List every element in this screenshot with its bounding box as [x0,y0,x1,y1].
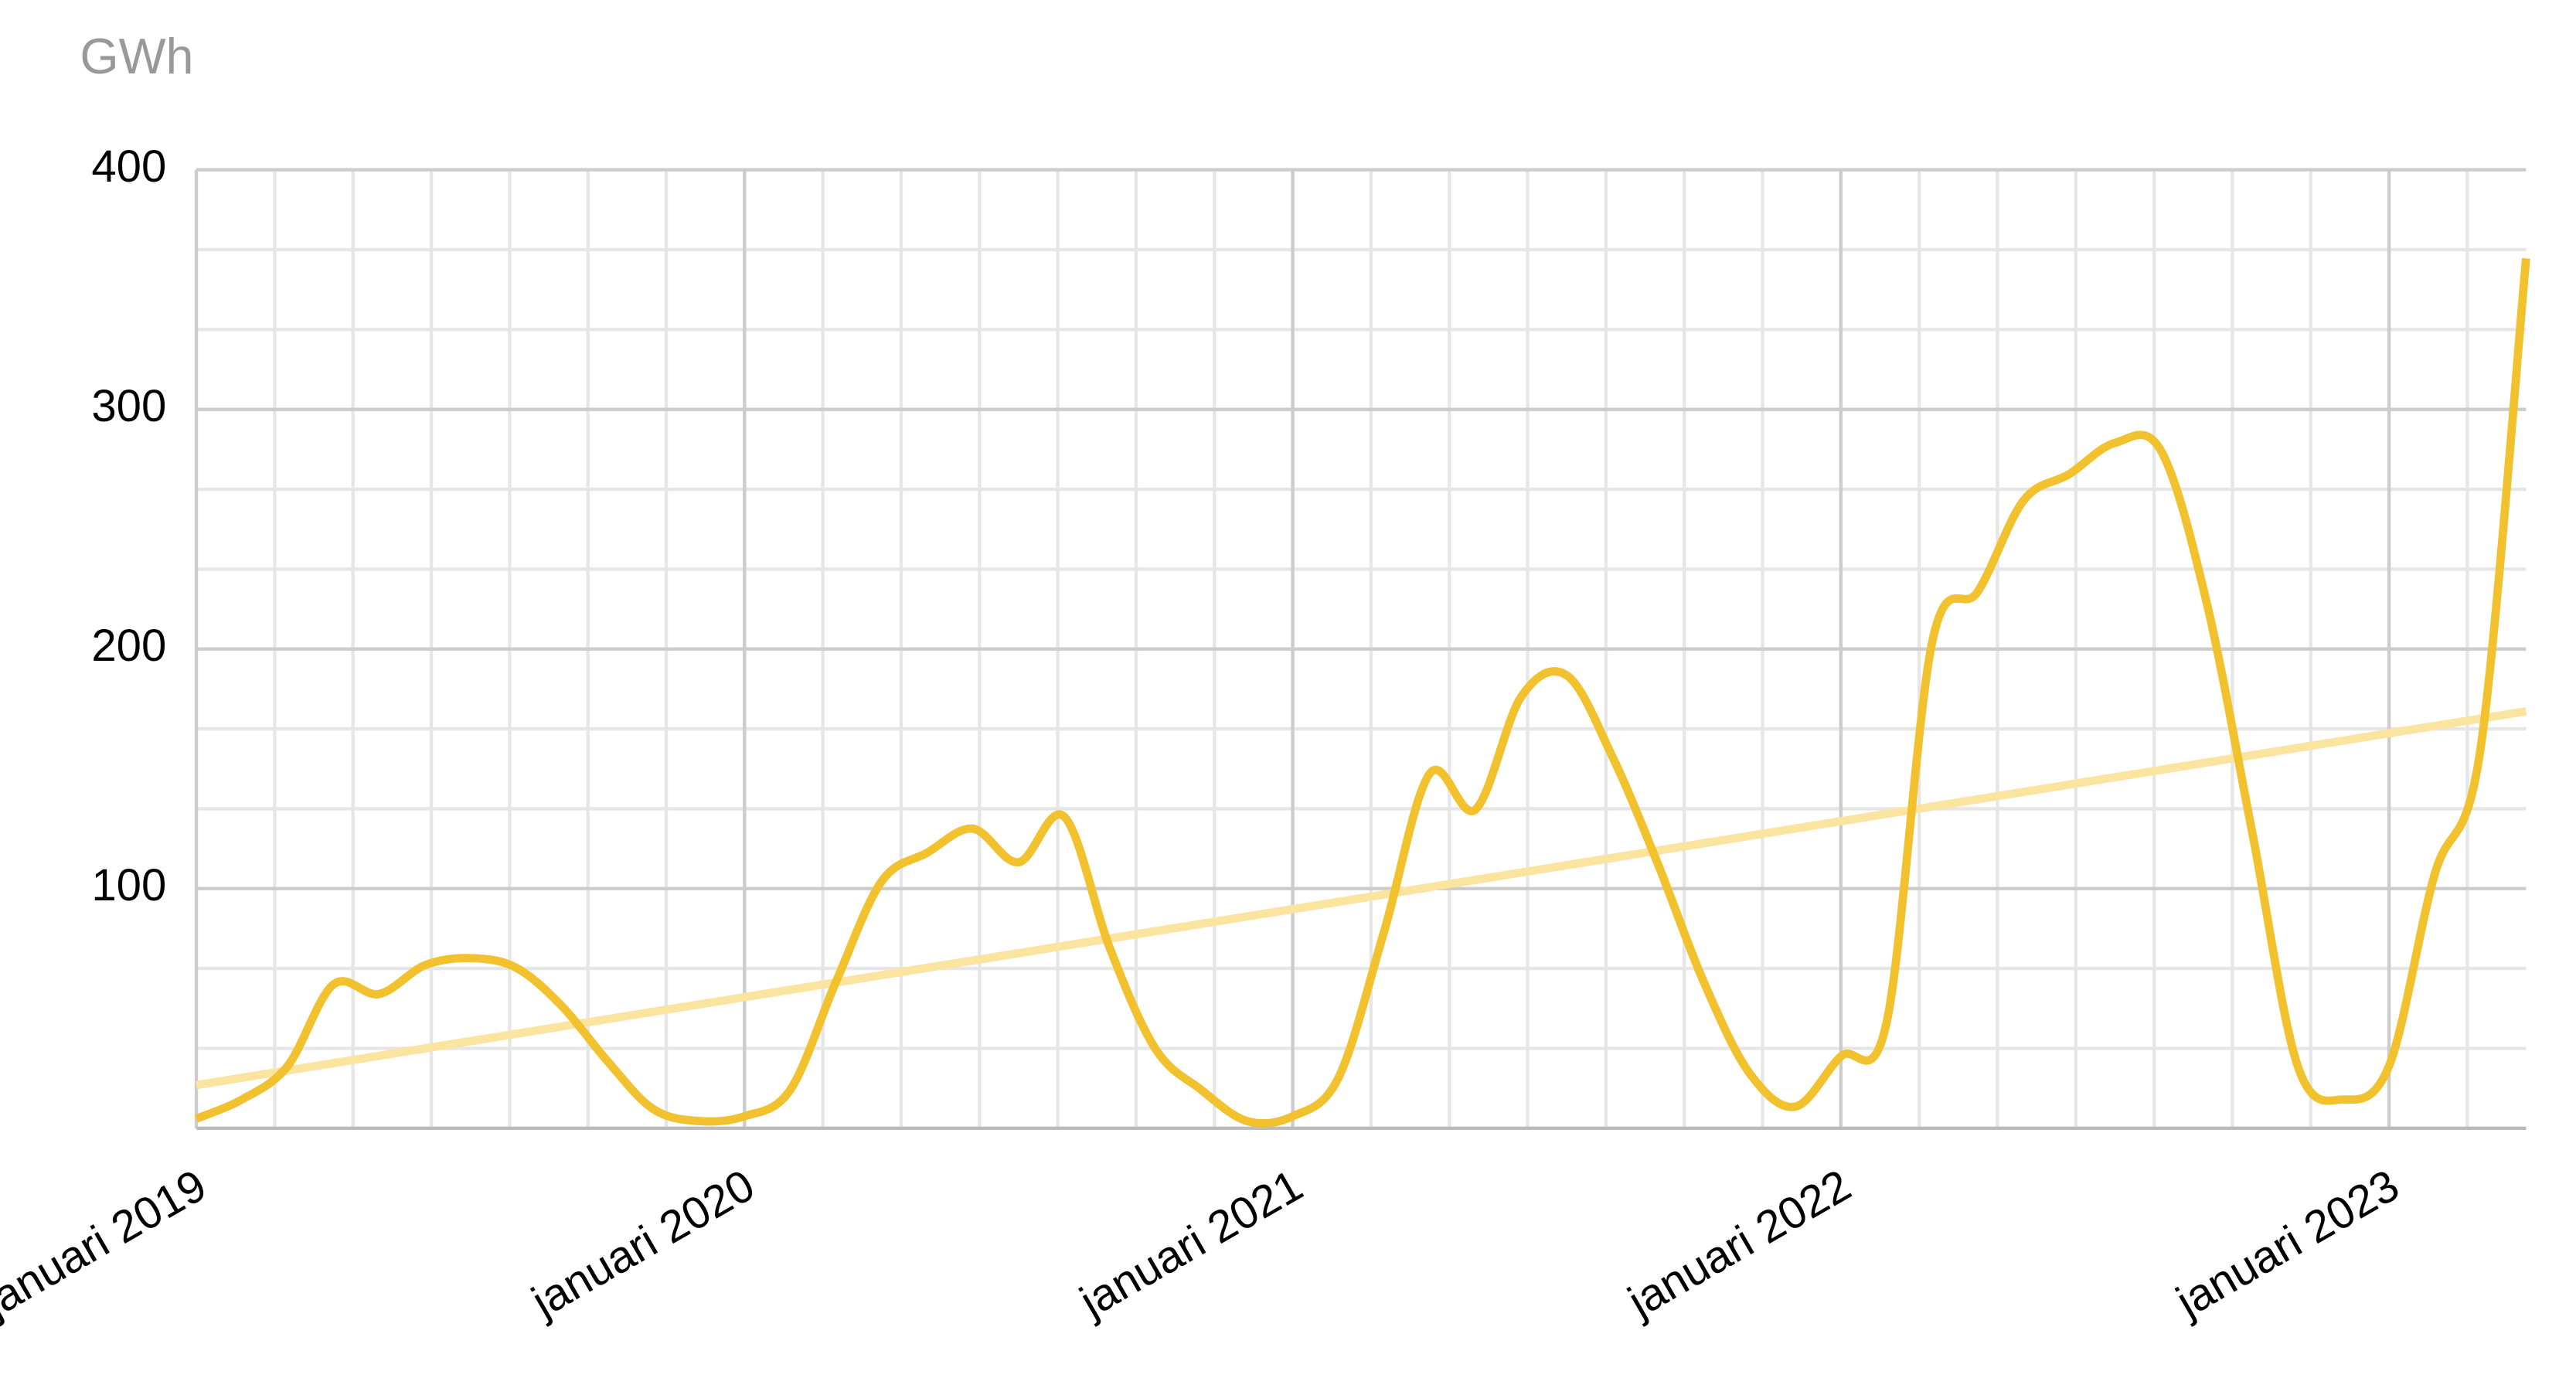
x-tick-label: januari 2022 [1618,1160,1859,1328]
y-axis-label: GWh [80,29,193,84]
data-line [194,257,2530,1128]
y-tick-label: 200 [91,621,166,671]
x-tick-label: januari 2020 [522,1160,763,1328]
y-tick-label: 100 [91,860,166,910]
x-tick-label: januari 2023 [2166,1160,2407,1328]
y-tick-label: 300 [91,381,166,431]
x-tick-label: januari 2019 [0,1160,215,1328]
trend-line [196,707,2527,1090]
x-tick-label: januari 2021 [1070,1160,1311,1328]
y-tick-label: 400 [91,141,166,192]
